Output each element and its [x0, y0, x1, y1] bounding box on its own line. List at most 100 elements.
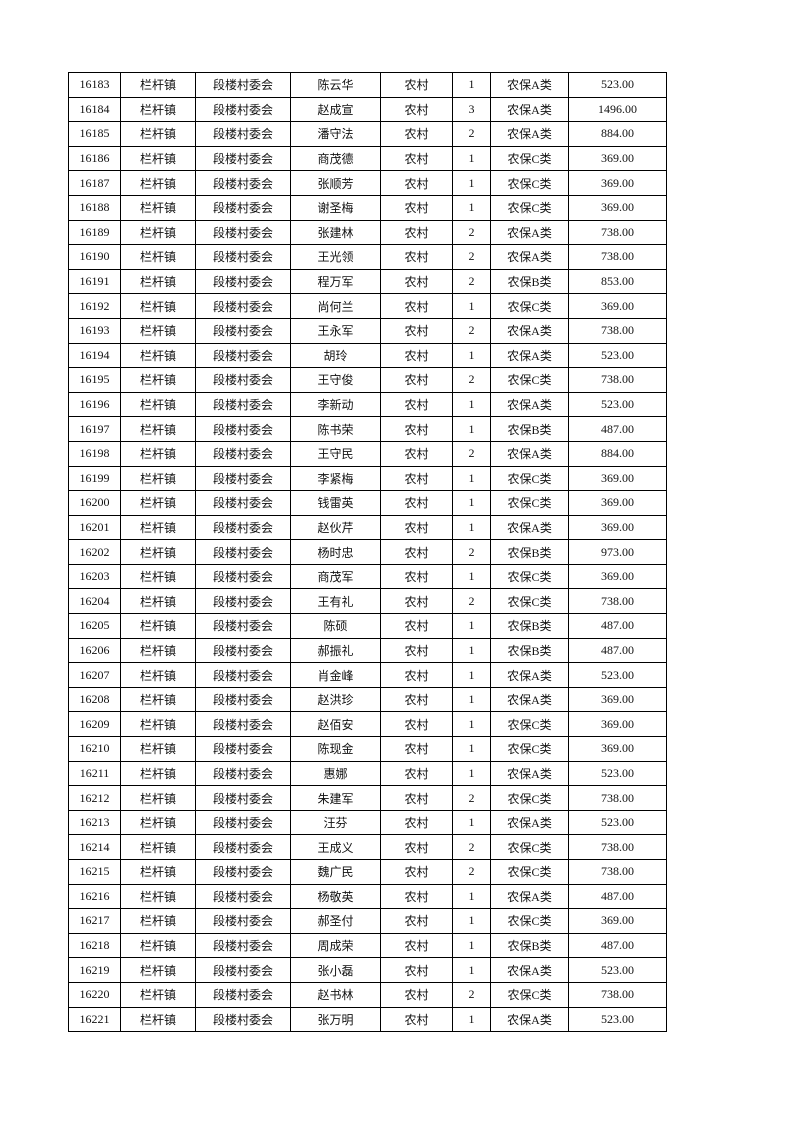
- cell-id: 16190: [68, 244, 121, 270]
- cell-village: 段楼村委会: [195, 72, 291, 98]
- cell-town: 栏杆镇: [120, 563, 196, 590]
- cell-town: 栏杆镇: [120, 268, 196, 295]
- cell-id: 16210: [68, 736, 121, 762]
- cell-amount: 884.00: [568, 440, 667, 467]
- cell-village: 段楼村委会: [195, 1006, 291, 1033]
- cell-village: 段楼村委会: [195, 170, 291, 196]
- cell-name: 魏广民: [290, 859, 381, 885]
- cell-persons: 2: [452, 440, 491, 467]
- cell-persons: 1: [452, 1006, 491, 1033]
- cell-id: 16219: [68, 957, 121, 983]
- cell-name: 谢圣梅: [290, 194, 381, 221]
- cell-id: 16217: [68, 908, 121, 934]
- cell-town: 栏杆镇: [120, 219, 196, 246]
- cell-category: 农保C类: [490, 170, 569, 196]
- cell-category: 农保A类: [490, 219, 569, 246]
- cell-amount: 487.00: [568, 613, 667, 639]
- cell-amount: 487.00: [568, 637, 667, 664]
- cell-name: 周成荣: [290, 932, 381, 959]
- cell-town: 栏杆镇: [120, 342, 196, 369]
- table-row: 16213 栏杆镇 段楼村委会 汪芬 农村 1 农保A类 523.00: [68, 809, 667, 836]
- cell-amount: 523.00: [568, 391, 667, 418]
- cell-persons: 2: [452, 219, 491, 246]
- cell-household-type: 农村: [380, 908, 453, 934]
- cell-name: 赵佰安: [290, 711, 381, 738]
- table-row: 16197 栏杆镇 段楼村委会 陈书荣 农村 1 农保B类 487.00: [68, 416, 667, 442]
- cell-household-type: 农村: [380, 514, 453, 541]
- cell-category: 农保B类: [490, 613, 569, 639]
- cell-amount: 523.00: [568, 957, 667, 983]
- cell-category: 农保A类: [490, 662, 569, 688]
- cell-id: 16201: [68, 514, 121, 541]
- cell-household-type: 农村: [380, 883, 453, 910]
- cell-persons: 1: [452, 194, 491, 221]
- cell-category: 农保C类: [490, 367, 569, 393]
- cell-amount: 738.00: [568, 785, 667, 811]
- table-row: 16183 栏杆镇 段楼村委会 陈云华 农村 1 农保A类 523.00: [68, 72, 667, 98]
- cell-household-type: 农村: [380, 121, 453, 147]
- cell-village: 段楼村委会: [195, 416, 291, 442]
- cell-village: 段楼村委会: [195, 194, 291, 221]
- cell-amount: 369.00: [568, 145, 667, 172]
- cell-persons: 1: [452, 490, 491, 516]
- cell-village: 段楼村委会: [195, 859, 291, 885]
- cell-id: 16213: [68, 809, 121, 836]
- cell-name: 杨敬英: [290, 883, 381, 910]
- cell-name: 王永军: [290, 317, 381, 344]
- cell-persons: 2: [452, 121, 491, 147]
- cell-household-type: 农村: [380, 785, 453, 811]
- cell-amount: 523.00: [568, 809, 667, 836]
- cell-village: 段楼村委会: [195, 219, 291, 246]
- cell-persons: 1: [452, 170, 491, 196]
- cell-amount: 738.00: [568, 859, 667, 885]
- cell-amount: 523.00: [568, 342, 667, 369]
- cell-id: 16214: [68, 834, 121, 860]
- cell-persons: 1: [452, 760, 491, 787]
- cell-household-type: 农村: [380, 293, 453, 319]
- cell-town: 栏杆镇: [120, 244, 196, 270]
- table-row: 16220 栏杆镇 段楼村委会 赵书林 农村 2 农保C类 738.00: [68, 981, 667, 1008]
- cell-name: 肖金峰: [290, 662, 381, 688]
- cell-category: 农保A类: [490, 96, 569, 123]
- cell-household-type: 农村: [380, 957, 453, 983]
- cell-village: 段楼村委会: [195, 317, 291, 344]
- cell-village: 段楼村委会: [195, 760, 291, 787]
- cell-category: 农保C类: [490, 194, 569, 221]
- cell-id: 16193: [68, 317, 121, 344]
- cell-name: 钱雷英: [290, 490, 381, 516]
- cell-category: 农保A类: [490, 244, 569, 270]
- cell-name: 赵洪珍: [290, 686, 381, 713]
- cell-village: 段楼村委会: [195, 391, 291, 418]
- cell-town: 栏杆镇: [120, 613, 196, 639]
- table-row: 16212 栏杆镇 段楼村委会 朱建军 农村 2 农保C类 738.00: [68, 785, 667, 811]
- cell-id: 16195: [68, 367, 121, 393]
- cell-town: 栏杆镇: [120, 957, 196, 983]
- cell-name: 王光领: [290, 244, 381, 270]
- cell-id: 16191: [68, 268, 121, 295]
- cell-name: 王守俊: [290, 367, 381, 393]
- cell-town: 栏杆镇: [120, 440, 196, 467]
- cell-household-type: 农村: [380, 219, 453, 246]
- cell-id: 16221: [68, 1006, 121, 1033]
- cell-persons: 1: [452, 932, 491, 959]
- cell-category: 农保A类: [490, 809, 569, 836]
- cell-town: 栏杆镇: [120, 72, 196, 98]
- cell-village: 段楼村委会: [195, 662, 291, 688]
- cell-name: 陈书荣: [290, 416, 381, 442]
- cell-amount: 523.00: [568, 1006, 667, 1033]
- cell-amount: 738.00: [568, 834, 667, 860]
- cell-category: 农保C类: [490, 908, 569, 934]
- cell-name: 赵成宣: [290, 96, 381, 123]
- table-row: 16216 栏杆镇 段楼村委会 杨敬英 农村 1 农保A类 487.00: [68, 883, 667, 910]
- cell-id: 16212: [68, 785, 121, 811]
- cell-name: 郝圣付: [290, 908, 381, 934]
- cell-town: 栏杆镇: [120, 317, 196, 344]
- cell-name: 赵书林: [290, 981, 381, 1008]
- cell-household-type: 农村: [380, 563, 453, 590]
- table-row: 16198 栏杆镇 段楼村委会 王守民 农村 2 农保A类 884.00: [68, 440, 667, 467]
- cell-village: 段楼村委会: [195, 736, 291, 762]
- cell-amount: 973.00: [568, 539, 667, 565]
- table-row: 16206 栏杆镇 段楼村委会 郝振礼 农村 1 农保B类 487.00: [68, 637, 667, 664]
- cell-town: 栏杆镇: [120, 96, 196, 123]
- cell-name: 张小磊: [290, 957, 381, 983]
